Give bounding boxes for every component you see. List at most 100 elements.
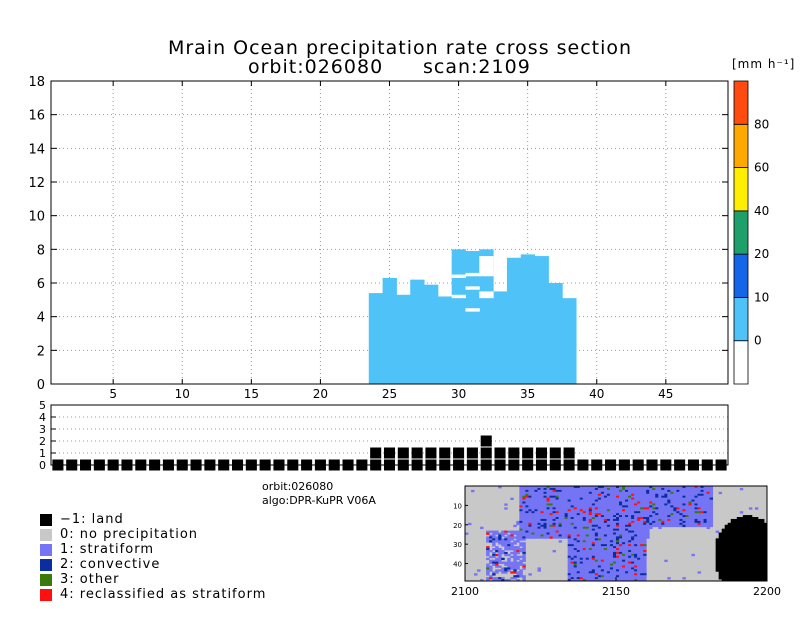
map-cell (570, 573, 575, 576)
map-cell (525, 515, 529, 518)
map-cell (486, 553, 490, 557)
map-cell (501, 534, 505, 537)
map-cell (643, 559, 647, 563)
map-cell (625, 542, 629, 545)
map-cell (637, 530, 641, 533)
map-cell (522, 575, 526, 578)
map-cell (727, 540, 732, 543)
map-cell (594, 544, 599, 547)
map-cell (763, 546, 768, 549)
map-cell (655, 487, 659, 491)
map-cell (736, 569, 741, 572)
map-cell (763, 528, 768, 531)
map-cell (745, 575, 750, 578)
map-cell (703, 487, 707, 491)
map-cell (588, 546, 593, 549)
map-cell (588, 532, 593, 535)
map-cell (606, 544, 611, 547)
map-cell (760, 544, 765, 547)
map-cell (625, 520, 629, 524)
map-cell (628, 548, 632, 551)
map-cell (733, 540, 738, 543)
map-cell (516, 538, 520, 541)
map-cell (655, 495, 659, 499)
map-cell (597, 499, 602, 502)
map-cell (543, 491, 547, 495)
map-cell (637, 517, 641, 520)
map-cell (631, 551, 635, 555)
map-cell (606, 501, 611, 504)
map-cell (727, 532, 732, 535)
map-cell (706, 517, 711, 520)
map-cell (646, 486, 650, 489)
map-cell (528, 509, 532, 512)
map-cell (682, 520, 686, 524)
map-cell (603, 565, 608, 568)
map-cell (631, 540, 635, 543)
map-cell (754, 569, 759, 572)
map-cell (606, 505, 611, 508)
map-cell (498, 569, 502, 572)
map-cell (543, 493, 547, 497)
map-cell (715, 557, 720, 561)
map-cell (709, 487, 714, 491)
map-cell (582, 553, 587, 557)
map-cell (655, 489, 659, 493)
map-cell (682, 517, 686, 520)
map-cell (588, 518, 593, 522)
map-cell (619, 575, 623, 578)
map-cell (522, 530, 526, 533)
map-cell (628, 489, 632, 493)
map-cell (616, 573, 620, 576)
map-cell (628, 549, 632, 553)
map-cell (498, 579, 502, 582)
map-cell (573, 515, 578, 518)
map-cell (606, 577, 611, 580)
map-cell (582, 526, 587, 530)
map-cell (540, 489, 544, 493)
map-cell (558, 491, 563, 495)
map-cell (637, 579, 641, 582)
map-cell (625, 493, 629, 497)
map-cell (619, 515, 623, 518)
map-cell (513, 553, 517, 557)
strip-y-tick-label: 5 (39, 399, 46, 412)
map-cell (567, 524, 572, 528)
map-cell (685, 501, 689, 504)
map-cell (585, 579, 590, 582)
map-cell (727, 577, 732, 580)
map-cell (573, 526, 578, 530)
map-cell (576, 563, 581, 566)
map-cell (733, 575, 738, 578)
map-cell (537, 497, 541, 500)
map-cell (606, 530, 611, 533)
map-cell (606, 509, 611, 512)
map-cell (549, 503, 553, 506)
map-cell (486, 565, 490, 568)
map-cell (724, 530, 729, 533)
map-cell (609, 549, 614, 553)
map-cell (691, 505, 695, 508)
map-cell (697, 497, 701, 500)
map-cell (643, 517, 647, 520)
map-cell (507, 546, 511, 549)
map-cell (507, 563, 511, 566)
map-cell (631, 567, 635, 570)
map-cell (760, 555, 765, 559)
map-cell (616, 509, 620, 512)
map-cell (691, 520, 695, 524)
map-cell (489, 555, 493, 559)
map-cell (667, 522, 671, 526)
map-cell (531, 522, 535, 526)
map-cell (531, 495, 535, 499)
map-cell (718, 538, 723, 541)
map-cell (757, 542, 762, 545)
map-cell (522, 534, 526, 537)
map-cell (700, 487, 704, 491)
map-cell (649, 499, 653, 502)
map-cell (522, 532, 526, 535)
map-cell (625, 577, 629, 580)
map-cell (625, 507, 629, 510)
map-cell (709, 517, 714, 520)
map-y-tick-label: 20 (453, 522, 462, 530)
